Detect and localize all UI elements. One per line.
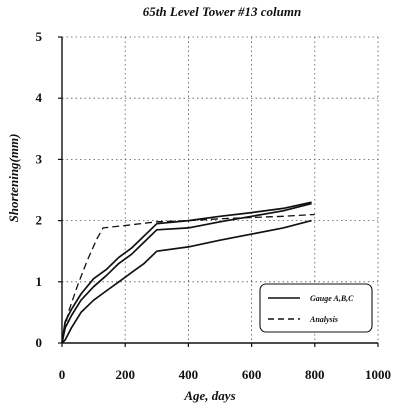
y-axis-label: Shortening(mm) xyxy=(6,134,21,223)
legend-label: Gauge A,B,C xyxy=(310,294,354,303)
x-tick-label: 1000 xyxy=(365,367,391,382)
chart-title: 65th Level Tower #13 column xyxy=(143,4,301,19)
legend-label: Analysis xyxy=(309,315,338,324)
series-line-2 xyxy=(61,202,312,344)
x-tick-label: 600 xyxy=(242,367,262,382)
y-tick-label: 3 xyxy=(36,151,43,166)
series-line-4 xyxy=(61,213,315,344)
x-axis-label: Age, days xyxy=(183,388,235,403)
x-tick-label: 800 xyxy=(305,367,325,382)
legend-box xyxy=(259,283,373,333)
y-tick-label: 1 xyxy=(36,274,43,289)
x-tick-label: 0 xyxy=(59,367,66,382)
x-tick-label: 200 xyxy=(115,367,135,382)
series-line-3 xyxy=(61,219,312,344)
y-tick-label: 5 xyxy=(36,29,43,44)
series-line-1 xyxy=(61,201,312,344)
y-tick-label: 4 xyxy=(36,90,43,105)
y-tick-label: 2 xyxy=(36,213,43,228)
x-tick-label: 400 xyxy=(179,367,199,382)
y-tick-label: 0 xyxy=(36,335,43,350)
